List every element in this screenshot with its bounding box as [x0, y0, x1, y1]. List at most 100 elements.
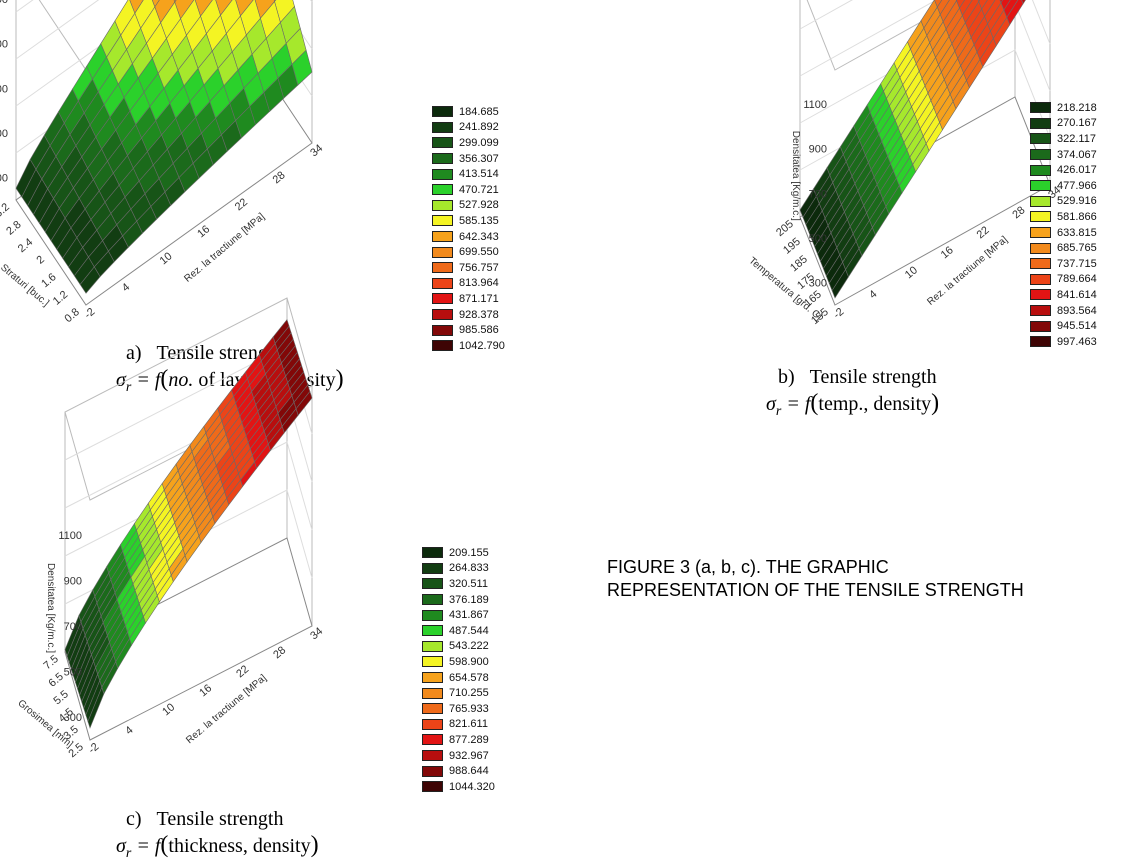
- legend-entry: 654.578: [422, 670, 495, 686]
- caption-b-sub: r: [775, 404, 782, 419]
- caption-b: b) Tensile strength σr = f(temp., densit…: [766, 366, 940, 419]
- caption-b-sigma: σ: [766, 393, 776, 415]
- legend-entry: 477.966: [1030, 178, 1097, 194]
- z-tick-label: 1100: [803, 99, 827, 111]
- z-tick-label: 900: [64, 575, 82, 587]
- caption-a-title: Tensile strength: [156, 342, 284, 364]
- legend-label: 988.644: [449, 765, 489, 778]
- legend-entry: 264.833: [422, 561, 495, 577]
- legend-label: 374.067: [1057, 148, 1097, 161]
- legend-swatch: [432, 324, 453, 336]
- y-tick-label: 2: [35, 254, 47, 267]
- surface-a: [15, 0, 313, 294]
- chart-panel-b: 300 500 700 900 1100 Densitatea [Kg/m.c.] -2 4 1…: [720, 0, 1100, 340]
- legend-swatch: [422, 734, 443, 746]
- legend-entry: 737.715: [1030, 256, 1097, 272]
- z-tick-label: 300: [809, 278, 827, 290]
- x-axis-title: Rez. la tractiune [MPa]: [925, 234, 1010, 308]
- legend-swatch: [432, 340, 453, 352]
- legend-entry: 598.900: [422, 654, 495, 670]
- x-tick-label: 22: [234, 663, 251, 680]
- legend-swatch: [422, 640, 443, 652]
- x-tick-label: 10: [158, 250, 175, 267]
- legend-swatch: [1030, 273, 1051, 285]
- caption-c-sub: r: [125, 846, 132, 861]
- legend-swatch: [1030, 305, 1051, 317]
- caption-c-letter: c): [126, 808, 142, 830]
- legend-swatch: [432, 106, 453, 118]
- legend-label: 320.511: [449, 577, 488, 590]
- legend-swatch: [1030, 289, 1051, 301]
- legend-label: 543.222: [449, 640, 489, 653]
- legend-label: 821.611: [449, 718, 488, 731]
- legend-label: 813.964: [459, 277, 499, 290]
- legend-label: 477.966: [1057, 179, 1097, 192]
- figure-caption: FIGURE 3 (a, b, c). THE GRAPHIC REPRESEN…: [607, 557, 1024, 600]
- legend-label: 765.933: [449, 702, 489, 715]
- caption-b-f: = f: [781, 393, 811, 415]
- legend-swatch: [422, 672, 443, 684]
- legend-swatch: [1030, 242, 1051, 254]
- legend-entry: 877.289: [422, 732, 495, 748]
- legend-label: 654.578: [449, 671, 489, 684]
- legend-swatch: [432, 199, 453, 211]
- surface-cell: [151, 0, 160, 8]
- legend-swatch: [1030, 102, 1051, 114]
- legend-entry: 928.378: [432, 307, 505, 323]
- legend-entry: 527.928: [432, 198, 505, 214]
- legend-label: 218.218: [1057, 101, 1097, 114]
- legend-swatch: [422, 687, 443, 699]
- x-tick-label: 10: [160, 701, 177, 718]
- legend-entry: 270.167: [1030, 116, 1097, 132]
- z-tick-label: 700: [64, 621, 82, 633]
- legend-entry: 413.514: [432, 166, 505, 182]
- legend-swatch: [1030, 180, 1051, 192]
- x-tick-label: 4: [867, 288, 879, 301]
- y-tick-label: 2.8: [4, 219, 23, 238]
- x-tick-label: 34: [308, 625, 325, 642]
- legend-entry: 821.611: [422, 717, 495, 733]
- legend-swatch: [422, 703, 443, 715]
- y-tick-label: 195: [781, 236, 803, 257]
- legend-swatch: [432, 277, 453, 289]
- legend-entry: 431.867: [422, 607, 495, 623]
- x-tick-label: 22: [233, 196, 250, 213]
- z-axis-title: Densitatea [Kg/m.c.]: [45, 563, 56, 653]
- y-tick-label: 205: [774, 218, 796, 239]
- legend-entry: 241.892: [432, 120, 505, 136]
- legend-swatch: [1030, 258, 1051, 270]
- caption-b-args: temp., density: [818, 393, 932, 415]
- legend-swatch: [422, 750, 443, 762]
- legend-swatch: [432, 137, 453, 149]
- z-axis-title: Densitatea [Kg/m.c.]: [790, 131, 801, 221]
- x-tick-label: 10: [903, 264, 920, 281]
- legend-label: 997.463: [1057, 335, 1097, 348]
- legend-label: 270.167: [1057, 117, 1097, 130]
- legend-label: 945.514: [1057, 320, 1097, 333]
- z-tick-label: 900: [0, 39, 8, 51]
- legend-entry: 871.171: [432, 291, 505, 307]
- z-tick-label: 900: [809, 144, 827, 156]
- surface-plot-c: 300 500 700 900 1100 Densitatea [Kg/m.c.] -2 4 1…: [15, 297, 325, 760]
- legend-entry: 932.967: [422, 748, 495, 764]
- legend-entry: 945.514: [1030, 318, 1097, 334]
- legend-entry: 988.644: [422, 763, 495, 779]
- caption-a-letter: a): [126, 342, 142, 364]
- legend-entry: 633.815: [1030, 225, 1097, 241]
- legend-swatch: [1030, 336, 1051, 348]
- legend-entry: 1042.790: [432, 338, 505, 354]
- legend-swatch: [1030, 164, 1051, 176]
- legend-label: 209.155: [449, 546, 489, 559]
- legend-label: 376.189: [449, 593, 489, 606]
- legend-label: 985.586: [459, 324, 499, 337]
- z-tick-label: 300: [64, 712, 82, 724]
- y-tick-label: 1.2: [51, 289, 70, 308]
- legend-swatch: [432, 293, 453, 305]
- caption-b-letter: b): [778, 366, 795, 388]
- z-tick-label: 500: [64, 667, 82, 679]
- x-tick-label: 16: [195, 223, 212, 240]
- z-ticks-c: 300 500 700 900 1100: [58, 530, 82, 724]
- legend-label: 1042.790: [459, 339, 505, 352]
